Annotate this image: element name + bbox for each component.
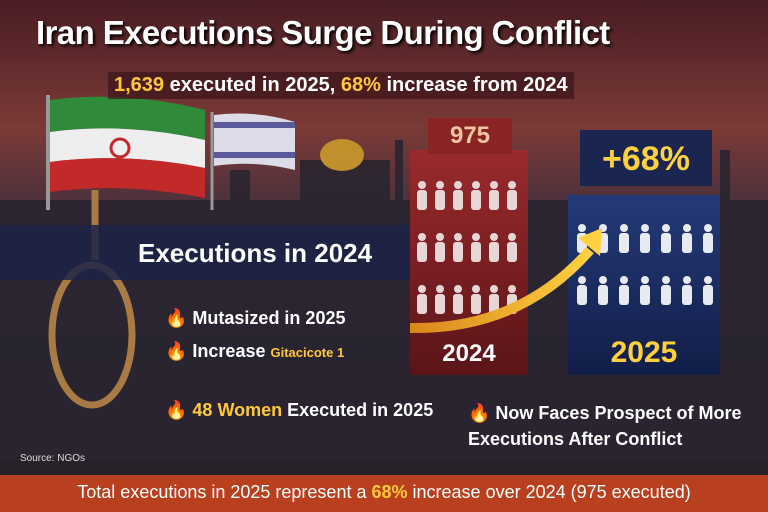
banner-bg <box>0 225 410 280</box>
bullet-text: Executed in 2025 <box>287 400 434 420</box>
bullet-highlight: 48 Women <box>192 400 283 420</box>
footer-text: increase over 2024 (975 executed) <box>412 482 691 502</box>
year-2025: 2025 <box>610 336 678 369</box>
person-icon <box>435 233 445 262</box>
person-icon <box>453 181 463 210</box>
person-icon <box>507 181 517 210</box>
bullet-text: Increase <box>192 341 266 361</box>
person-icon <box>507 233 517 262</box>
person-icon <box>619 224 629 253</box>
person-icon <box>435 285 445 314</box>
count-box <box>428 118 512 154</box>
count-2024: 975 <box>449 122 491 149</box>
subtitle: 1,639 executed in 2025, 68% increase fro… <box>108 72 574 99</box>
bullet: 🔥 Now Faces Prospect of More Executions … <box>468 403 742 449</box>
person-icon <box>640 276 650 305</box>
person-icon <box>471 285 481 314</box>
person-icon <box>703 276 713 305</box>
person-icon <box>435 181 445 210</box>
change-box <box>580 130 712 186</box>
person-icon <box>577 276 587 305</box>
bullet-tag: Gitacicote 1 <box>270 345 345 360</box>
growth-arrow <box>409 246 594 334</box>
subtitle-text: increase from 2024 <box>386 74 568 96</box>
subtitle-total: 1,639 <box>114 74 165 96</box>
person-icon <box>661 224 671 253</box>
israel-flag <box>210 112 295 210</box>
title: Iran Executions Surge During Conflict <box>36 14 610 51</box>
person-icon <box>703 224 713 253</box>
person-icon <box>417 285 427 314</box>
arrow-head <box>578 228 602 256</box>
footer: Total executions in 2025 represent a 68%… <box>0 482 768 503</box>
change-pct: +68% <box>602 140 690 178</box>
person-icon <box>489 285 499 314</box>
person-icon <box>471 233 481 262</box>
source: Source: NGOs <box>20 453 86 464</box>
footer-text: Total executions in 2025 represent a <box>77 482 367 502</box>
bullet: 🔥 Mutasized in 2025 <box>165 308 346 328</box>
bullet-text: Mutasized in 2025 <box>192 308 346 328</box>
person-icon <box>598 276 608 305</box>
footer-bg <box>0 475 768 512</box>
person-icon <box>619 276 629 305</box>
person-icon <box>453 285 463 314</box>
bullet: 🔥 48 Women Executed in 2025 <box>165 400 434 420</box>
year-2024: 2024 <box>442 340 496 367</box>
bullet: 🔥 Increase Gitacicote 1 <box>165 341 345 361</box>
iran-flag <box>46 95 205 210</box>
subtitle-text: executed in 2025, <box>169 74 336 96</box>
panel-2024 <box>410 150 528 375</box>
person-icon <box>453 233 463 262</box>
banner: Executions in 2024 <box>138 238 373 268</box>
person-icon <box>682 276 692 305</box>
person-icon <box>682 224 692 253</box>
person-icon <box>640 224 650 253</box>
person-icon <box>417 181 427 210</box>
person-icon <box>417 233 427 262</box>
subtitle-pct: 68% <box>340 74 381 96</box>
person-icon <box>471 181 481 210</box>
person-icon <box>661 276 671 305</box>
person-icon <box>489 181 499 210</box>
footer-pct: 68% <box>371 482 408 502</box>
person-icon <box>489 233 499 262</box>
bullet-text: Now Faces Prospect of More Executions Af… <box>468 403 742 449</box>
